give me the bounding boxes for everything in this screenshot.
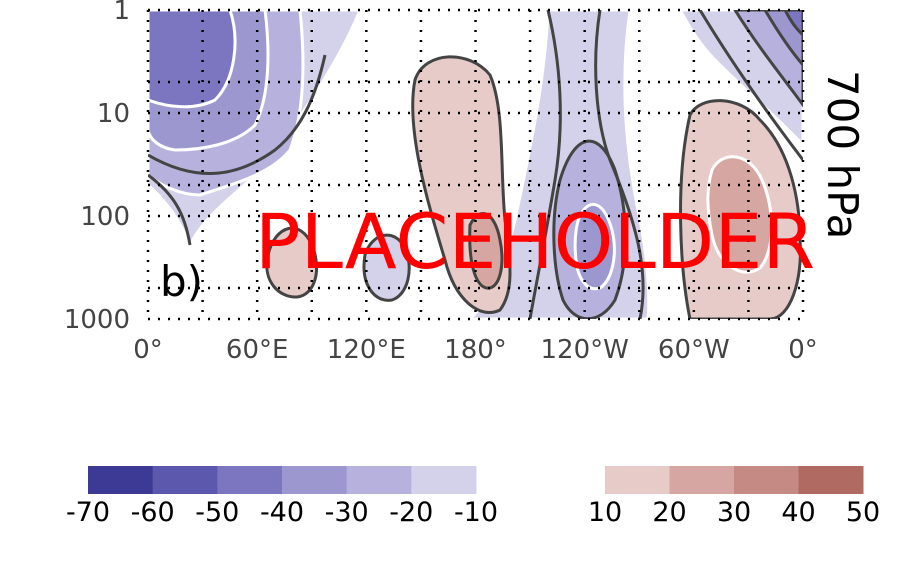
- x-tick-label: 120°W: [540, 335, 628, 365]
- y-tick-label: 10: [97, 99, 130, 129]
- colorbar-tick-label: -20: [389, 497, 433, 528]
- placeholder-watermark: PLACEHOLDER: [255, 197, 815, 286]
- colorbar-tick-label: -40: [260, 497, 304, 528]
- colorbar-swatch: [605, 466, 670, 494]
- colorbar-swatch: [411, 466, 477, 494]
- y-tick-label: 1: [113, 0, 130, 26]
- colorbar-swatch: [798, 466, 864, 494]
- grid-lines: [146, 8, 805, 321]
- colorbar-tick-label: -10: [454, 497, 498, 528]
- colorbar-swatch: [88, 466, 154, 494]
- neg-region-pacific-inner: [573, 202, 616, 291]
- colorbar-swatch: [346, 466, 412, 494]
- neg-region-pacific-line2: [594, 10, 645, 319]
- pos-region-dateline-inner: [468, 212, 504, 290]
- panel-label: b): [160, 257, 203, 306]
- y-tick-label: 1000: [64, 305, 130, 335]
- colorbar-swatch: [152, 466, 218, 494]
- colorbar-tick-label: -70: [66, 497, 110, 528]
- colorbar-swatch: [734, 466, 799, 494]
- level-label: 700 hPa: [818, 70, 867, 239]
- contour-field: [148, 10, 803, 319]
- colorbar-negative: -70 -60 -50 -40 -30 -20 -10: [66, 466, 498, 528]
- x-tick-label: 120°E: [327, 335, 406, 365]
- colorbar-swatch: [217, 466, 283, 494]
- colorbar-tick-label: -30: [325, 497, 369, 528]
- neg-region-west-core: [148, 10, 237, 109]
- neg-region-small-130E: [362, 233, 411, 302]
- x-tick-label: 0°: [133, 335, 163, 365]
- colorbar-tick-label: -50: [195, 497, 239, 528]
- pos-region-70E: [265, 226, 319, 299]
- colorbar-tick-label: 20: [652, 497, 686, 528]
- colorbar-tick-label: -60: [131, 497, 175, 528]
- neg-region-west-line: [148, 54, 327, 175]
- neg-region-east-core: [783, 10, 803, 37]
- x-axis-ticks: 0° 60°E 120°E 180° 120°W 60°W 0°: [133, 335, 818, 365]
- colorbar-tick-label: 40: [781, 497, 815, 528]
- neg-region-west-line2: [148, 173, 192, 246]
- x-tick-label: 60°W: [658, 335, 730, 365]
- neg-region-pacific-line: [528, 10, 562, 319]
- colorbar-tick-label: 10: [588, 497, 622, 528]
- x-tick-label: 60°E: [226, 335, 289, 365]
- neg-region-east-line: [698, 10, 803, 161]
- y-tick-label: 100: [80, 202, 130, 232]
- colorbar-positive: 10 20 30 40 50: [588, 466, 880, 528]
- x-tick-label: 0°: [788, 335, 818, 365]
- colorbar-swatch: [282, 466, 348, 494]
- y-axis-ticks: 1 10 100 1000: [64, 0, 130, 335]
- colorbar-tick-label: 30: [717, 497, 751, 528]
- colorbar-tick-label: 50: [846, 497, 880, 528]
- x-tick-label: 180°: [444, 335, 507, 365]
- colorbar-swatch: [669, 466, 735, 494]
